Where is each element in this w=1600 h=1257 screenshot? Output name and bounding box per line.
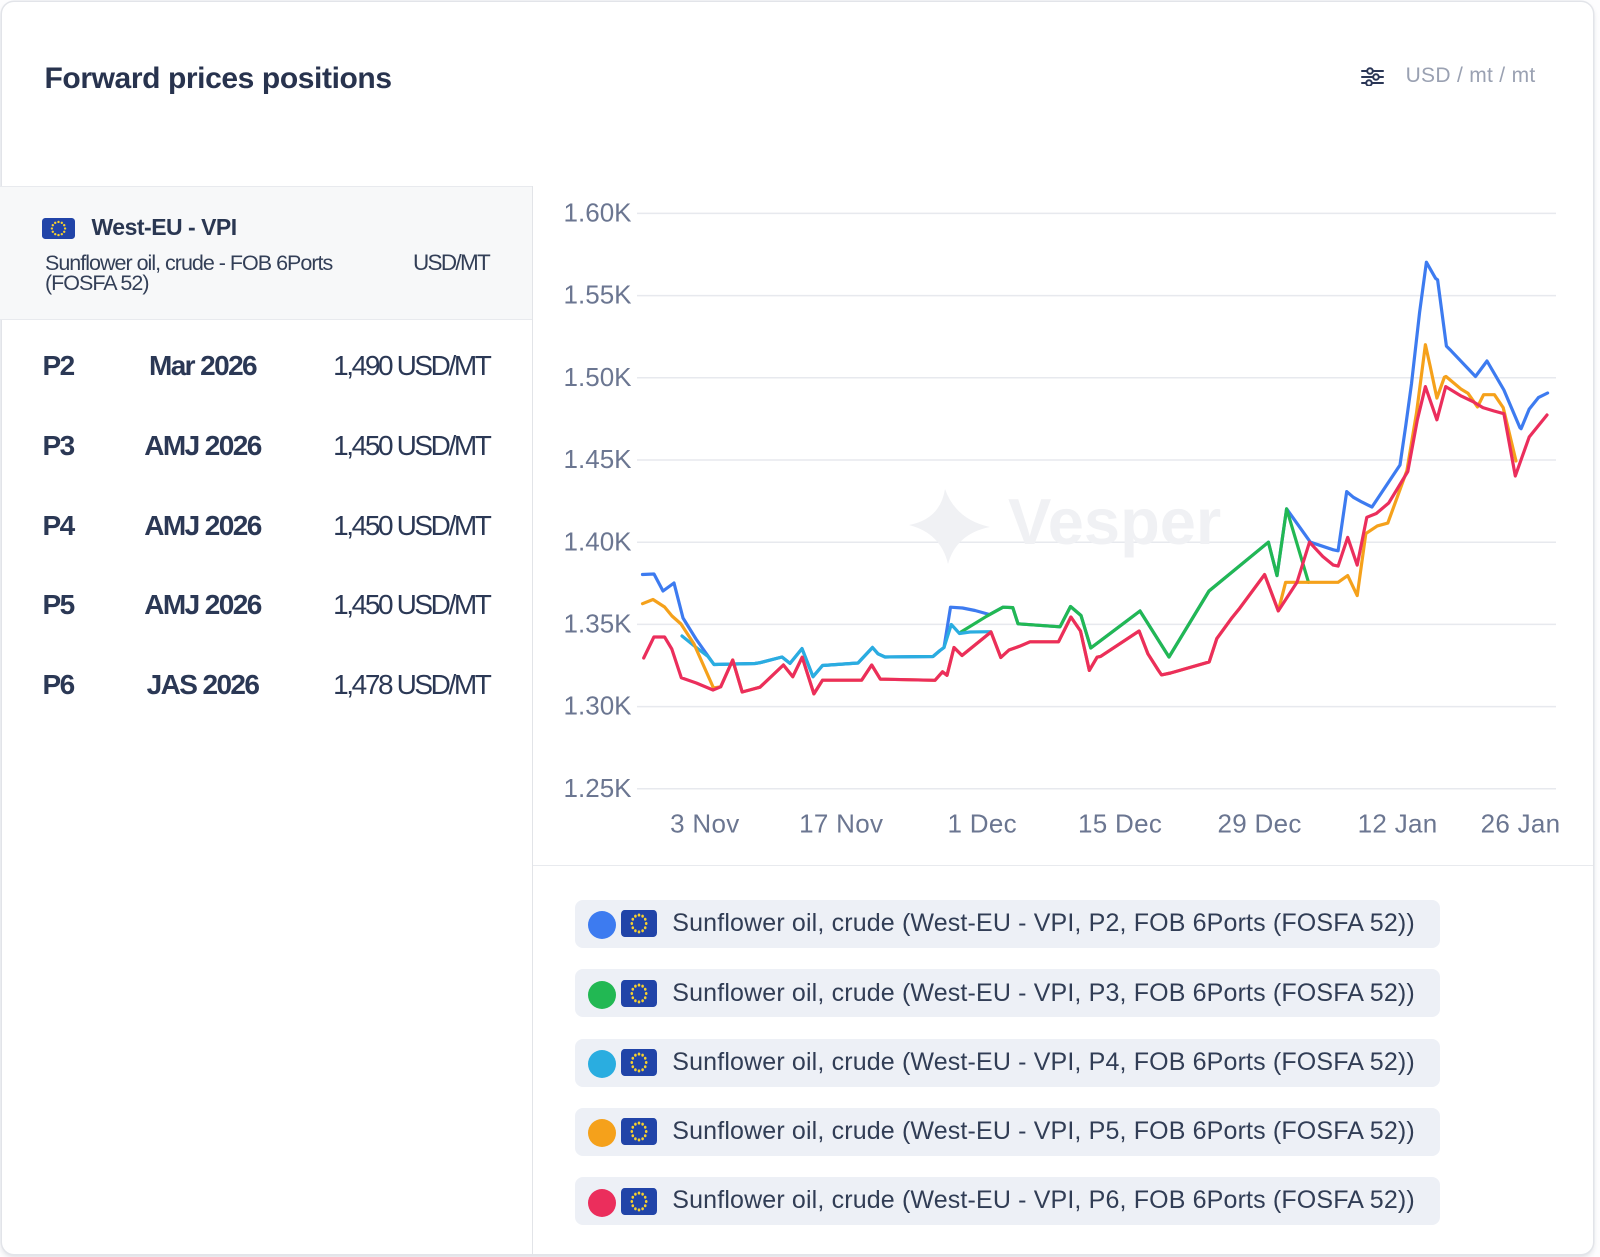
- svg-text:1.30K: 1.30K: [564, 691, 633, 721]
- svg-text:1.50K: 1.50K: [564, 362, 633, 392]
- svg-text:15 Dec: 15 Dec: [1078, 809, 1162, 839]
- svg-text:1.25K: 1.25K: [564, 773, 633, 803]
- svg-text:Vesper: Vesper: [1008, 485, 1221, 558]
- svg-text:1.40K: 1.40K: [564, 526, 633, 556]
- svg-text:1.55K: 1.55K: [564, 280, 633, 310]
- svg-text:12 Jan: 12 Jan: [1358, 809, 1438, 839]
- svg-text:1.35K: 1.35K: [564, 609, 633, 639]
- svg-text:1.60K: 1.60K: [564, 198, 633, 228]
- svg-text:1.45K: 1.45K: [564, 444, 633, 474]
- svg-text:29 Dec: 29 Dec: [1218, 809, 1302, 839]
- svg-text:26 Jan: 26 Jan: [1481, 809, 1561, 839]
- svg-text:17 Nov: 17 Nov: [799, 809, 883, 839]
- svg-text:3 Nov: 3 Nov: [670, 809, 739, 839]
- svg-text:1 Dec: 1 Dec: [947, 809, 1016, 839]
